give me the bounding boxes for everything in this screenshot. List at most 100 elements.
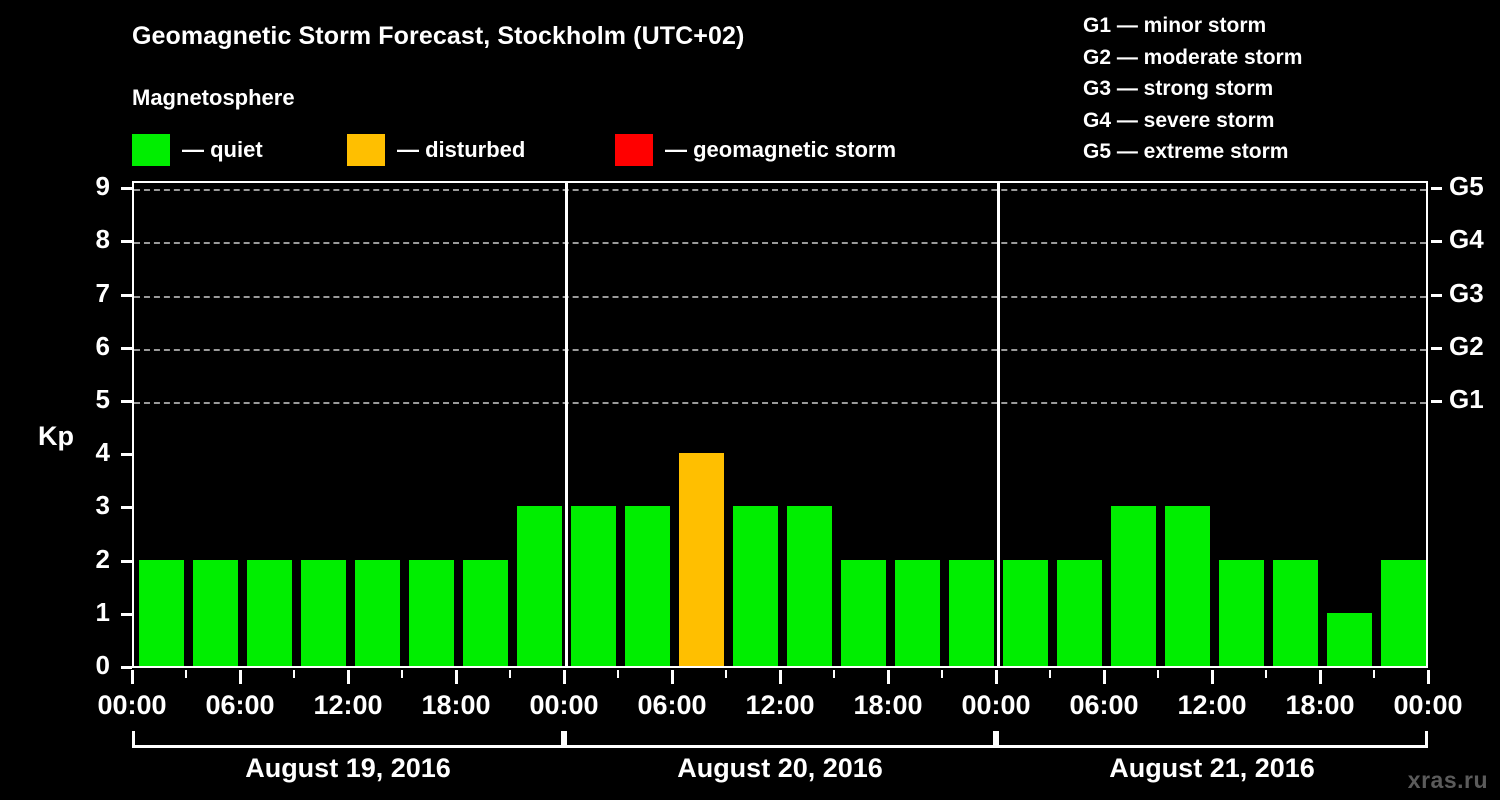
bar-1 — [192, 559, 238, 666]
gtick-label-G5: G5 — [1449, 171, 1484, 202]
xtick-label-18: 06:00 — [1069, 690, 1139, 720]
g-legend-line-2: G2 — moderate storm — [1083, 45, 1303, 69]
xtick-mark-16 — [994, 670, 998, 684]
xtick-label-24: 00:00 — [1393, 690, 1463, 720]
xminor-mark-11 — [725, 670, 727, 678]
ytick-mark-kp-4 — [121, 453, 132, 457]
xminor-mark-1 — [185, 670, 187, 678]
xtick-mark-24 — [1426, 670, 1430, 684]
day-rail-cap-end-1 — [561, 731, 564, 748]
ytick-mark-kp-6 — [121, 346, 132, 350]
legend-swatch-disturbed — [347, 134, 385, 166]
day-rail-1 — [132, 745, 564, 748]
gtick-mark-G5 — [1431, 187, 1442, 191]
bar-20 — [1218, 559, 1264, 666]
page-title: Geomagnetic Storm Forecast, Stockholm (U… — [132, 22, 745, 50]
xtick-mark-2 — [238, 670, 242, 684]
xtick-mark-22 — [1318, 670, 1322, 684]
day-separator-1 — [564, 183, 568, 666]
ytick-mark-kp-3 — [121, 506, 132, 510]
bar-12 — [786, 506, 832, 666]
xminor-mark-17 — [1049, 670, 1051, 678]
xminor-mark-13 — [833, 670, 835, 678]
xtick-label-10: 06:00 — [637, 690, 707, 720]
bar-4 — [354, 559, 400, 666]
day-rail-2 — [564, 745, 996, 748]
watermark: xras.ru — [1407, 767, 1488, 793]
xtick-label-14: 18:00 — [853, 690, 923, 720]
xminor-mark-19 — [1157, 670, 1159, 678]
bar-11 — [732, 506, 778, 666]
xminor-mark-9 — [617, 670, 619, 678]
gtick-mark-G2 — [1431, 346, 1442, 350]
g-legend-line-3: G3 — strong storm — [1083, 77, 1274, 100]
chart-subtitle: Magnetosphere — [132, 85, 295, 110]
xtick-mark-20 — [1210, 670, 1214, 684]
bar-6 — [462, 559, 508, 666]
day-rail-cap-start-1 — [132, 731, 135, 748]
ytick-label-kp-2: 2 — [95, 543, 110, 574]
gridline-kp-9 — [134, 189, 1426, 192]
xtick-label-8: 00:00 — [529, 690, 599, 720]
bar-22 — [1326, 612, 1372, 666]
ytick-mark-kp-5 — [121, 400, 132, 403]
gtick-mark-G4 — [1431, 240, 1442, 244]
y-axis-title: Kp — [38, 421, 74, 452]
ytick-label-kp-9: 9 — [95, 171, 110, 202]
xtick-mark-6 — [454, 670, 458, 684]
xtick-mark-12 — [778, 670, 782, 684]
xtick-label-16: 00:00 — [961, 690, 1031, 720]
gtick-label-G4: G4 — [1449, 224, 1484, 255]
gtick-mark-G1 — [1431, 400, 1442, 403]
xtick-label-20: 12:00 — [1177, 690, 1247, 720]
xminor-mark-3 — [293, 670, 295, 678]
ytick-label-kp-5: 5 — [95, 384, 110, 414]
xtick-mark-18 — [1102, 670, 1106, 684]
xtick-label-0: 00:00 — [97, 690, 167, 720]
g-scale-legend: G1 — minor storm G2 — moderate storm G3 — … — [1066, 10, 1486, 168]
gtick-label-G1: G1 — [1449, 384, 1484, 414]
xtick-mark-0 — [130, 670, 134, 684]
day-rail-cap-start-3 — [996, 731, 999, 748]
xtick-label-4: 12:00 — [313, 690, 383, 720]
ytick-mark-kp-9 — [121, 187, 132, 191]
ytick-mark-kp-8 — [121, 240, 132, 244]
xtick-mark-4 — [346, 670, 350, 684]
ytick-label-kp-1: 1 — [95, 596, 110, 627]
g-legend-line-4: G4 — severe storm — [1083, 108, 1275, 132]
bar-0 — [138, 559, 184, 666]
ytick-label-kp-7: 7 — [95, 277, 110, 308]
day-rail-cap-start-2 — [564, 731, 567, 748]
bar-9 — [624, 506, 670, 666]
day-rail-3 — [996, 745, 1428, 748]
xtick-mark-14 — [886, 670, 890, 684]
bar-5 — [408, 559, 454, 666]
xtick-mark-10 — [670, 670, 674, 684]
xtick-label-2: 06:00 — [205, 690, 275, 720]
ytick-label-kp-6: 6 — [95, 330, 110, 361]
bar-23 — [1380, 559, 1426, 666]
bar-8 — [570, 506, 616, 666]
day-separator-2 — [996, 183, 1000, 666]
day-label-1: August 19, 2016 — [245, 753, 451, 783]
bar-2 — [246, 559, 292, 666]
ytick-mark-kp-7 — [121, 293, 132, 297]
xtick-mark-8 — [562, 670, 566, 684]
bar-15 — [948, 559, 994, 666]
legend-swatch-geomagnetic-storm — [615, 134, 653, 166]
legend-label-disturbed: — disturbed — [397, 137, 526, 162]
bar-13 — [840, 559, 886, 666]
ytick-mark-kp-1 — [121, 612, 132, 616]
gridline-kp-7 — [134, 295, 1426, 298]
bar-16 — [1002, 559, 1048, 666]
day-label-3: August 21, 2016 — [1109, 753, 1315, 783]
g-legend-line-1: G1 — minor storm — [1083, 14, 1267, 37]
xtick-label-6: 18:00 — [421, 690, 491, 720]
ytick-label-kp-0: 0 — [95, 650, 110, 680]
legend-entry-geomagnetic-storm: — geomagnetic storm — [615, 133, 896, 167]
xminor-mark-7 — [509, 670, 511, 678]
xminor-mark-21 — [1265, 670, 1267, 678]
bar-10 — [678, 453, 724, 666]
ytick-label-kp-8: 8 — [95, 224, 110, 255]
g-legend-line-5: G5 — extreme storm — [1083, 140, 1289, 163]
